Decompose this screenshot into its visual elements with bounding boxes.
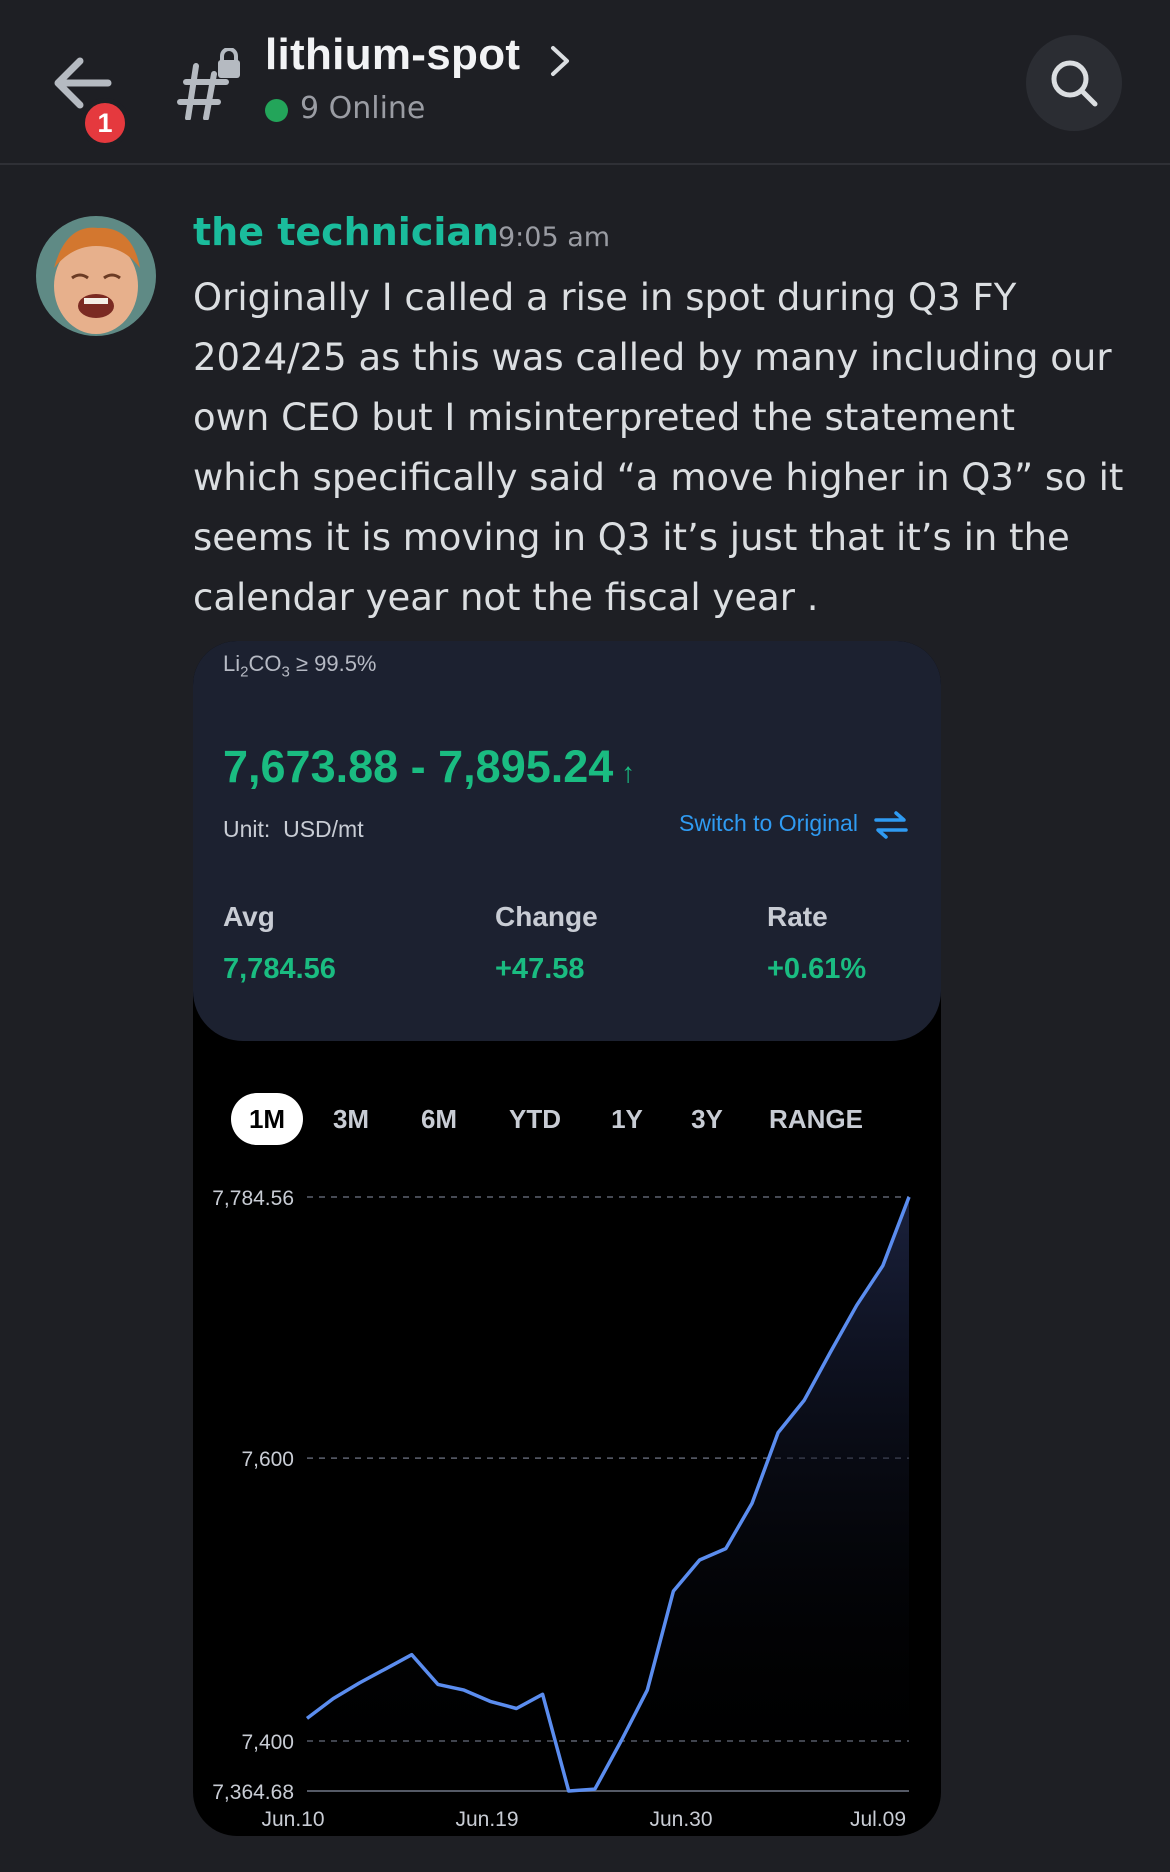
tab-range[interactable]: RANGE (769, 1104, 863, 1134)
stat-label-change: Change (495, 901, 598, 932)
stat-label-rate: Rate (767, 901, 828, 932)
search-icon (1051, 60, 1098, 107)
avatar-image (36, 216, 156, 336)
tab-ytd[interactable]: YTD (509, 1104, 561, 1134)
x-tick-label: Jul.09 (850, 1808, 906, 1831)
y-tick-label: 7,400 (241, 1731, 294, 1754)
chevron-right-icon[interactable] (548, 44, 572, 78)
tab-3y[interactable]: 3Y (691, 1104, 723, 1134)
stat-label-avg: Avg (223, 901, 275, 932)
avatar[interactable] (36, 216, 156, 336)
stat-value-change: +47.58 (495, 953, 585, 985)
channel-header: 1 lithium-spot 9 Online (0, 0, 1170, 165)
image-attachment[interactable]: Li2CO3 ≥ 99.5% 7,673.88 - 7,895.24 ↑ Uni… (193, 641, 941, 1836)
online-count: 9 Online (300, 91, 426, 126)
y-tick-label: 7,784.56 (212, 1187, 294, 1210)
product-label: Li2CO3 ≥ 99.5% (223, 651, 377, 681)
online-status-dot (265, 99, 288, 122)
x-tick-label: Jun.19 (455, 1808, 518, 1831)
price-summary-card: Li2CO3 ≥ 99.5% 7,673.88 - 7,895.24 ↑ Uni… (193, 641, 941, 1041)
price-area-fill (307, 1197, 909, 1791)
tab-6m[interactable]: 6M (420, 1104, 458, 1134)
stat-value-avg: 7,784.56 (223, 953, 336, 985)
y-tick-label: 7,364.68 (212, 1781, 294, 1804)
x-tick-label: Jun.10 (261, 1808, 324, 1831)
tab-1m[interactable]: 1M (231, 1093, 303, 1145)
tab-1y[interactable]: 1Y (611, 1104, 643, 1134)
tab-3m[interactable]: 3M (332, 1104, 370, 1134)
price-range: 7,673.88 - 7,895.24 ↑ (223, 741, 636, 792)
back-arrow-icon[interactable] (50, 50, 120, 120)
channel-name[interactable]: lithium-spot (265, 30, 521, 79)
switch-to-original-link[interactable]: Switch to Original (679, 810, 858, 836)
username[interactable]: the technician (193, 210, 500, 254)
y-tick-label: 7,600 (241, 1448, 294, 1471)
stat-value-rate: +0.61% (767, 953, 867, 985)
message-timestamp: 9:05 am (498, 222, 611, 253)
swap-arrows-icon[interactable] (874, 811, 908, 839)
up-arrow-icon: ↑ (613, 757, 636, 788)
price-chart: 7,784.56 7,600 7,400 7,364.68 Jun.10 Jun.19 J… (212, 1187, 911, 1831)
unit-label: Unit: USD/mt (223, 816, 364, 842)
search-button[interactable] (1026, 35, 1122, 131)
price-line (305, 1196, 911, 1793)
locked-channel-hash-icon (177, 48, 240, 120)
notification-badge: 1 (80, 98, 130, 148)
x-tick-label: Jun.30 (649, 1808, 712, 1831)
message-text: Originally I called a rise in spot durin… (193, 276, 1124, 619)
